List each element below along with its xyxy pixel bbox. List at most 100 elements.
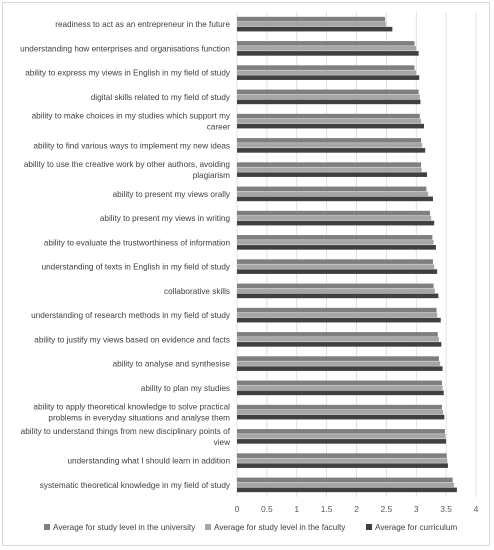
bar-4-series-0 xyxy=(237,113,420,119)
bar-8-series-0 xyxy=(237,210,430,216)
bar-13-series-2 xyxy=(237,342,442,347)
category-label: ability to make choices in my studies wh… xyxy=(32,112,231,121)
bar-11-series-1 xyxy=(237,288,435,294)
bar-1-series-1 xyxy=(237,46,417,51)
bar-19-series-2 xyxy=(237,487,457,493)
category-label: understanding of texts in English in my … xyxy=(42,263,231,272)
category-label: ability to analyse and synthesise xyxy=(113,360,231,369)
bar-17-series-2 xyxy=(237,439,447,444)
category-label: ability to present my views orally xyxy=(113,190,231,199)
bar-16-series-2 xyxy=(237,414,445,420)
category-label: ability to apply theoretical knowledge t… xyxy=(33,403,230,412)
bar-6-series-2 xyxy=(237,172,428,177)
bar-12-series-1 xyxy=(237,312,438,318)
category-label: readiness to act as an entrepreneur in t… xyxy=(55,20,230,29)
bar-0-series-0 xyxy=(237,16,386,22)
bar-13-series-1 xyxy=(237,337,439,342)
bar-17-series-1 xyxy=(237,434,446,439)
category-label: ability to plan my studies xyxy=(141,384,230,393)
bar-9-series-2 xyxy=(237,245,436,250)
bar-16-series-1 xyxy=(237,409,444,415)
bar-5-series-2 xyxy=(237,148,426,153)
bar-12-series-0 xyxy=(237,307,437,313)
bar-1-series-2 xyxy=(237,51,419,56)
bar-15-series-2 xyxy=(237,390,444,396)
category-label: ability to justify my views based on evi… xyxy=(34,335,230,344)
bar-8-series-2 xyxy=(237,220,435,226)
category-label: plagiarism xyxy=(193,171,230,180)
bar-16-series-0 xyxy=(237,404,442,410)
x-tick-label: 2.5 xyxy=(380,504,392,514)
bar-11-series-0 xyxy=(237,283,434,289)
bar-11-series-2 xyxy=(237,293,439,299)
x-tick-label: 1 xyxy=(294,504,299,514)
x-tick-label: 1.5 xyxy=(321,504,333,514)
bar-18-series-1 xyxy=(237,458,448,463)
bar-6-series-1 xyxy=(237,167,422,172)
bars xyxy=(237,16,457,493)
legend-swatch-1 xyxy=(205,524,211,530)
legend-swatch-2 xyxy=(366,524,372,530)
bar-10-series-0 xyxy=(237,259,433,264)
bar-13-series-0 xyxy=(237,332,438,337)
x-tick-label: 3.5 xyxy=(440,504,452,514)
bar-12-series-2 xyxy=(237,317,441,323)
bar-5-series-0 xyxy=(237,138,422,143)
category-label: ability to understand things from new di… xyxy=(21,427,231,436)
bar-0-series-2 xyxy=(237,26,393,32)
bar-4-series-1 xyxy=(237,118,422,124)
x-axis-ticks: 0 0.5 1 1.5 2 2.5 3 3.5 4 xyxy=(235,504,479,514)
bar-2-series-0 xyxy=(237,65,415,70)
x-tick-label: 2 xyxy=(354,504,359,514)
category-label: view xyxy=(214,438,230,447)
bar-17-series-0 xyxy=(237,429,445,434)
bar-3-series-1 xyxy=(237,94,420,100)
category-label: problems in everyday situations and anal… xyxy=(48,414,230,423)
bar-9-series-0 xyxy=(237,235,433,240)
bar-18-series-2 xyxy=(237,463,448,468)
bar-8-series-1 xyxy=(237,215,432,221)
legend-label: Average for study level in the faculty xyxy=(214,523,346,532)
legend-swatch-0 xyxy=(44,524,50,530)
bar-10-series-1 xyxy=(237,264,435,269)
bar-15-series-1 xyxy=(237,385,443,391)
bar-14-series-2 xyxy=(237,366,443,371)
category-label: ability to express my views in English i… xyxy=(25,69,231,78)
bar-7-series-0 xyxy=(237,186,427,192)
category-label: collaborative skills xyxy=(164,287,230,296)
bar-10-series-2 xyxy=(237,269,438,274)
bar-7-series-1 xyxy=(237,191,429,197)
bar-6-series-0 xyxy=(237,162,422,167)
category-label: ability to use the creative work by othe… xyxy=(24,160,231,169)
bar-4-series-2 xyxy=(237,123,425,129)
category-label: understanding how enterprises and organi… xyxy=(20,44,230,53)
legend-label: Average for curriculum xyxy=(375,523,457,532)
bar-3-series-2 xyxy=(237,99,421,105)
bar-0-series-1 xyxy=(237,21,386,27)
x-tick-label: 0.5 xyxy=(261,504,273,514)
bar-9-series-1 xyxy=(237,240,434,245)
bar-14-series-1 xyxy=(237,361,441,366)
category-labels: readiness to act as an entrepreneur in t… xyxy=(20,20,231,490)
bar-1-series-0 xyxy=(237,41,415,46)
bar-19-series-1 xyxy=(237,482,454,488)
category-label: digital skills related to my field of st… xyxy=(91,93,231,102)
category-label: career xyxy=(207,123,230,132)
bar-3-series-0 xyxy=(237,89,419,95)
x-tick-label: 3 xyxy=(414,504,419,514)
category-label: ability to present my views in writing xyxy=(100,214,231,223)
bar-14-series-0 xyxy=(237,356,439,361)
bar-7-series-2 xyxy=(237,196,433,202)
x-tick-label: 4 xyxy=(474,504,479,514)
category-label: ability to find various ways to implemen… xyxy=(33,141,230,150)
bar-19-series-0 xyxy=(237,477,453,483)
gridlines xyxy=(236,12,477,497)
legend-label: Average for study level in the universit… xyxy=(53,523,196,532)
category-label: ability to evaluate the trustworthiness … xyxy=(44,238,231,247)
x-tick-label: 0 xyxy=(235,504,240,514)
bar-2-series-2 xyxy=(237,75,420,80)
category-label: understanding what I should learn in add… xyxy=(68,457,231,466)
legend: Average for study level in the universit… xyxy=(44,523,457,532)
category-label: systematic theoretical knowledge in my f… xyxy=(40,481,231,490)
